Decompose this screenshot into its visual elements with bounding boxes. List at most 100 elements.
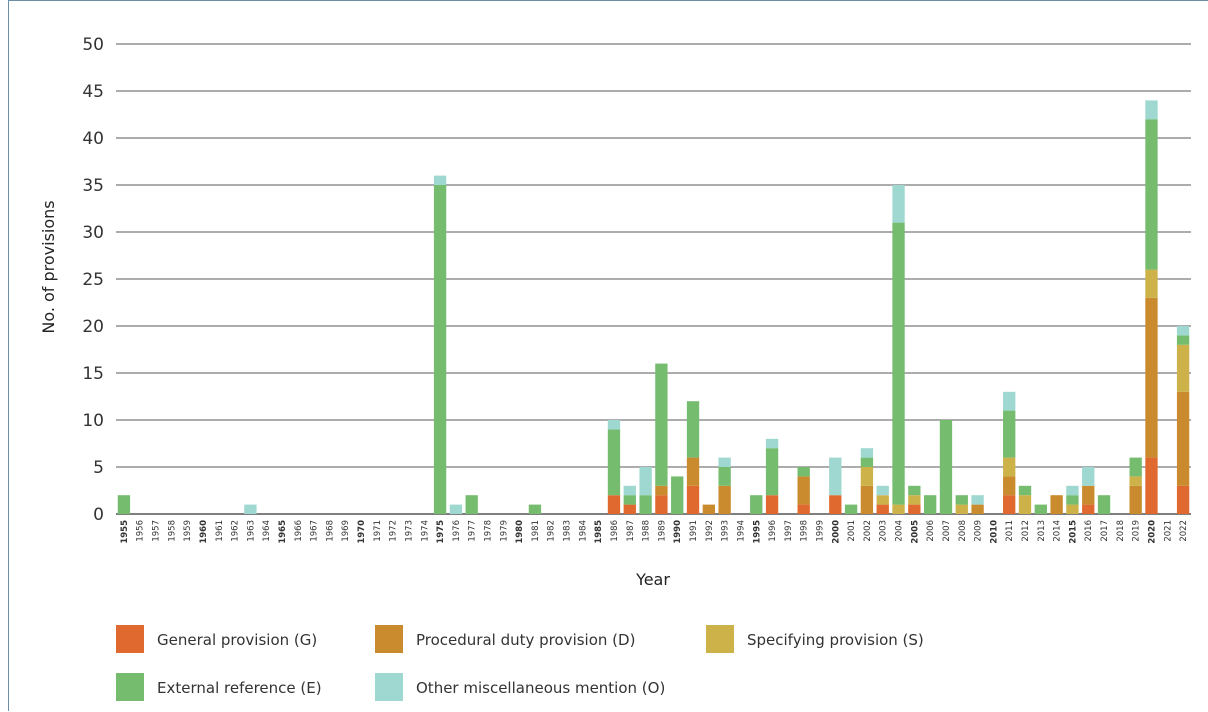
x-tick-label: 1992 bbox=[705, 520, 715, 542]
bar-segment bbox=[860, 467, 874, 486]
x-tick-label: 1989 bbox=[657, 520, 667, 542]
x-tick-label: 1957 bbox=[152, 520, 162, 542]
x-tick-label: 2001 bbox=[847, 520, 857, 542]
x-tick-label: 2018 bbox=[1116, 520, 1126, 542]
x-tick-label: 1963 bbox=[246, 520, 256, 542]
gridlines bbox=[116, 43, 1191, 515]
bar-segment bbox=[1034, 504, 1047, 514]
x-tick-label: 1981 bbox=[531, 520, 541, 542]
bar-segment bbox=[449, 504, 463, 514]
x-tick-label: 2005 bbox=[910, 520, 920, 544]
bar-segment bbox=[607, 495, 621, 514]
legend: General provision (G) Procedural duty pro… bbox=[116, 625, 924, 701]
bar-segment bbox=[797, 504, 810, 514]
y-tick-label: 20 bbox=[82, 317, 104, 337]
bar-segment bbox=[765, 438, 779, 449]
y-tick-label: 45 bbox=[82, 82, 104, 102]
x-tick-label: 1990 bbox=[673, 520, 683, 544]
bar-segment bbox=[1145, 457, 1158, 514]
bar-segment bbox=[955, 504, 968, 514]
bar-segment bbox=[1050, 495, 1063, 514]
x-tick-label: 1993 bbox=[721, 520, 731, 542]
bar-segment bbox=[1082, 485, 1095, 505]
bar-segment bbox=[1129, 485, 1142, 514]
x-tick-label: 1996 bbox=[768, 520, 778, 542]
x-tick-label: 2006 bbox=[926, 520, 936, 542]
bar-segment bbox=[971, 495, 984, 505]
x-tick-label: 1997 bbox=[784, 520, 794, 542]
bar-segment bbox=[908, 495, 921, 505]
x-tick-label: 1987 bbox=[626, 520, 636, 542]
bar-segment bbox=[750, 495, 763, 514]
legend-swatch bbox=[116, 625, 144, 653]
bar-segment bbox=[1018, 485, 1032, 496]
y-axis-title: No. of provisions bbox=[39, 200, 58, 333]
x-tick-label: 1982 bbox=[547, 520, 557, 542]
bar-segment bbox=[1066, 495, 1079, 505]
bar-segment bbox=[1003, 495, 1016, 514]
bar-segment bbox=[1003, 476, 1016, 496]
bar-segment bbox=[433, 175, 447, 185]
x-tick-label: 1986 bbox=[610, 520, 620, 542]
x-tick-label: 1956 bbox=[136, 520, 146, 542]
bar-segment bbox=[955, 495, 968, 505]
legend-label: General provision (G) bbox=[157, 631, 317, 649]
bar-segment bbox=[1176, 485, 1190, 514]
legend-label: External reference (E) bbox=[157, 679, 322, 697]
y-tick-label: 25 bbox=[82, 270, 104, 290]
y-tick-label: 30 bbox=[82, 223, 104, 243]
y-tick-labels: 0 5 10 15 20 25 30 35 40 45 50 bbox=[82, 35, 104, 525]
x-tick-label: 2008 bbox=[958, 520, 968, 542]
x-tick-label: 2010 bbox=[989, 520, 999, 544]
bar-segment bbox=[908, 504, 921, 514]
bar-segment bbox=[528, 504, 542, 514]
bar-segment bbox=[623, 485, 636, 496]
y-tick-label: 50 bbox=[82, 35, 104, 55]
x-tick-label: 1974 bbox=[420, 520, 430, 542]
x-tick-label: 1977 bbox=[468, 520, 478, 542]
bar-segment bbox=[765, 495, 779, 514]
legend-swatch bbox=[375, 625, 403, 653]
bar-segment bbox=[892, 504, 905, 514]
bar-segment bbox=[671, 476, 684, 514]
bar-segment bbox=[1129, 457, 1142, 477]
bar-segment bbox=[718, 467, 731, 486]
bar-segment bbox=[1018, 495, 1032, 514]
bar-segment bbox=[1003, 410, 1016, 458]
x-tick-label: 2003 bbox=[879, 520, 889, 542]
bar-segment bbox=[607, 420, 621, 430]
x-tick-label: 2017 bbox=[1100, 520, 1110, 542]
bar-segment bbox=[1176, 326, 1190, 336]
bar-segment bbox=[639, 467, 652, 496]
bar-segment bbox=[607, 429, 621, 496]
x-tick-label: 1979 bbox=[499, 520, 509, 542]
bar-segment bbox=[433, 185, 447, 514]
x-tick-label: 1985 bbox=[594, 520, 604, 544]
x-tick-label: 1971 bbox=[373, 520, 383, 542]
x-tick-label: 1980 bbox=[515, 520, 525, 544]
x-tick-label: 1961 bbox=[215, 520, 225, 542]
x-tick-label: 1970 bbox=[357, 520, 367, 544]
bar-segment bbox=[718, 457, 731, 467]
bar-segment bbox=[1129, 476, 1142, 486]
x-tick-label: 1964 bbox=[262, 520, 272, 542]
x-tick-label: 1960 bbox=[199, 520, 209, 544]
bar-segment bbox=[1066, 504, 1079, 514]
bar-segment bbox=[876, 504, 889, 514]
bar-segment bbox=[844, 504, 858, 514]
bar-segment bbox=[829, 457, 842, 496]
legend-swatch bbox=[706, 625, 734, 653]
legend-swatch bbox=[375, 673, 403, 701]
y-tick-label: 15 bbox=[82, 364, 104, 384]
x-tick-label: 1966 bbox=[294, 520, 304, 542]
bar-segment bbox=[1145, 297, 1158, 458]
x-tick-label: 1991 bbox=[689, 520, 699, 542]
x-tick-label: 1995 bbox=[752, 520, 762, 544]
x-tick-label: 1968 bbox=[325, 520, 335, 542]
x-tick-label: 1988 bbox=[642, 520, 652, 542]
y-tick-label: 5 bbox=[93, 458, 104, 478]
bar-segment bbox=[623, 495, 636, 505]
bar-segment bbox=[908, 485, 921, 496]
x-tick-label: 2011 bbox=[1005, 520, 1015, 542]
